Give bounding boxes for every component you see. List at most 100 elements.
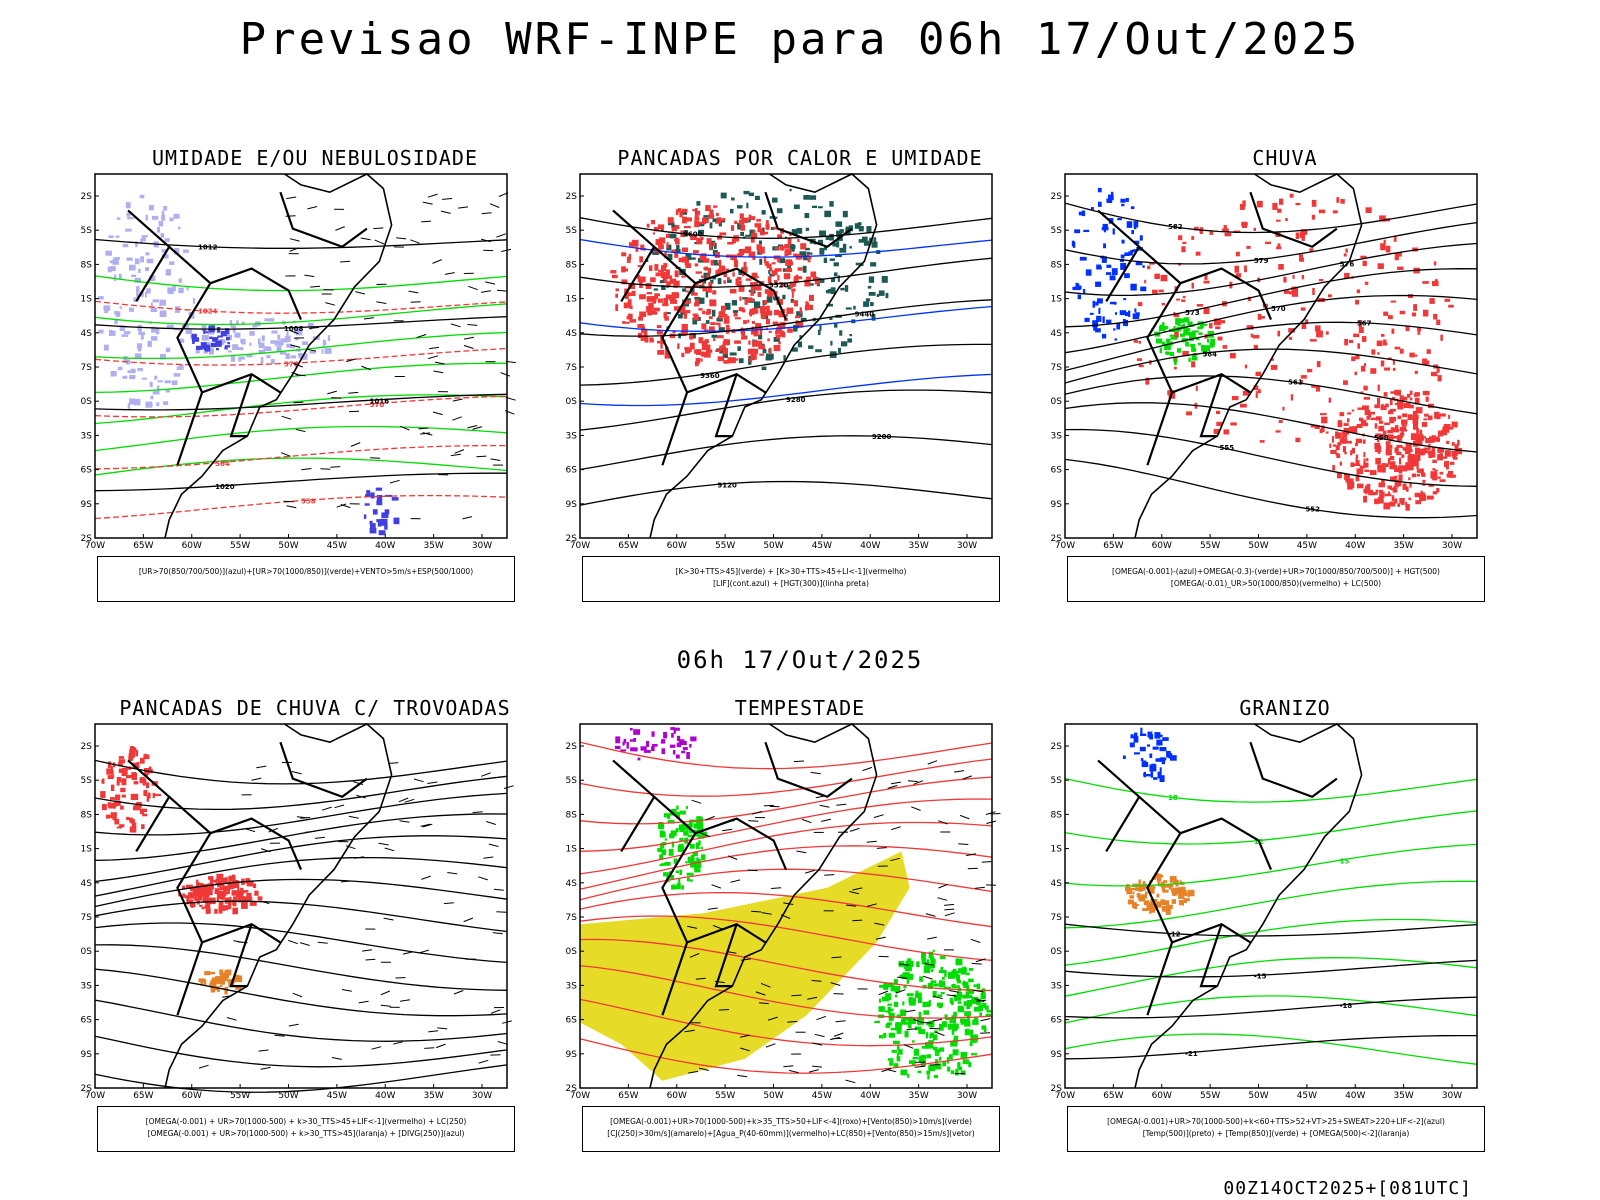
storm-area: [757, 225, 761, 233]
lat-tick-label: 21S: [565, 295, 577, 305]
humidity-area: [191, 333, 197, 340]
humidity-area: [230, 325, 237, 329]
rain-area: [1354, 371, 1357, 376]
convection-area: [703, 215, 710, 218]
low-level-jet-area: [938, 1056, 942, 1061]
streamline-arrow: [420, 823, 431, 827]
streamline-arrow: [503, 785, 514, 789]
map-pancadas-calor[interactable]: 960095209440936092809200912012S15S18S21S…: [565, 170, 1035, 570]
storm-area: [664, 346, 669, 354]
humidity-area: [249, 342, 252, 346]
wind-vector: [866, 840, 877, 843]
rain-area: [1295, 203, 1301, 206]
rain-area: [1181, 299, 1186, 302]
lon-tick-label: 30W: [472, 541, 492, 551]
rain-area: [1244, 265, 1247, 273]
lat-tick-label: 39S: [80, 1050, 92, 1060]
storm-area: [695, 271, 702, 274]
low-level-jet-area: [933, 1034, 938, 1041]
rain-area: [1208, 323, 1213, 329]
rain-area: [1134, 226, 1137, 230]
convection-area: [716, 348, 720, 351]
rain-area: [1103, 228, 1106, 233]
lat-tick-label: 33S: [80, 981, 92, 991]
storm-area: [726, 315, 730, 321]
storm-area: [777, 258, 781, 263]
humidity-area: [201, 324, 207, 332]
omega-area: [1131, 888, 1138, 891]
low-level-jet-area: [897, 1049, 903, 1055]
thickness-contour: [94, 395, 508, 418]
contour-label: 561: [1288, 378, 1303, 386]
map-umidade[interactable]: 1024576570564558101210081016102012S15S18…: [80, 170, 550, 570]
convection-area: [870, 262, 877, 267]
storm-area: [657, 340, 663, 344]
thunderstorm-area: [242, 890, 249, 893]
rain-area: [1307, 368, 1313, 373]
thunderstorm-area: [220, 972, 226, 979]
wind-contour: [94, 275, 508, 292]
thunderstorm-area: [129, 817, 133, 822]
rain-area: [1174, 313, 1180, 318]
low-level-jet-area: [958, 968, 964, 973]
streamline-arrow: [233, 940, 244, 943]
rain-area: [1409, 390, 1413, 395]
streamline-arrow: [348, 815, 359, 819]
map-trovoadas[interactable]: 12S15S18S21S24S27S30S33S36S39S42S70W65W6…: [80, 720, 550, 1120]
storm-area: [686, 300, 691, 304]
humidity-area: [295, 337, 299, 341]
convection-area: [835, 254, 842, 258]
thunderstorm-area: [212, 879, 216, 883]
rain-area: [1119, 310, 1127, 316]
thunderstorm-area: [249, 901, 257, 906]
thunderstorm-area: [142, 813, 148, 817]
storm-area: [674, 270, 679, 278]
omega-area: [1140, 897, 1144, 901]
storm-area: [655, 272, 661, 277]
convection-area: [824, 245, 828, 251]
rain-area: [1199, 323, 1204, 329]
omega-area: [1157, 878, 1160, 885]
pressure-contour: [94, 238, 508, 249]
rain-area: [1402, 483, 1407, 490]
map-granizo[interactable]: 181215-12-15-18-2112S15S18S21S24S27S30S3…: [1050, 720, 1520, 1120]
rain-area: [1355, 299, 1360, 305]
storm-area: [791, 288, 796, 292]
rain-area: [1186, 411, 1192, 416]
low-level-jet-area: [954, 985, 960, 989]
lat-tick-label: 12S: [565, 192, 577, 202]
severe-storm-area: [633, 747, 638, 752]
rain-area: [1092, 320, 1099, 328]
low-level-jet-area: [969, 1029, 974, 1037]
convection-area: [799, 251, 807, 257]
lat-tick-label: 36S: [80, 1016, 92, 1026]
convection-area: [790, 243, 795, 248]
rain-area: [1389, 416, 1397, 422]
streamline-arrow: [421, 875, 431, 880]
temp500-contour: [1064, 959, 1478, 978]
rain-area: [1116, 323, 1121, 330]
rain-area: [1455, 448, 1463, 455]
rain-area: [1359, 465, 1366, 469]
rain-area: [1381, 463, 1386, 466]
storm-area: [654, 264, 659, 271]
low-level-jet-area: [948, 1054, 953, 1060]
map-tempestade[interactable]: 12S15S18S21S24S27S30S33S36S39S42S70W65W6…: [565, 720, 1035, 1120]
map-chuva[interactable]: 58257957657357056756456155855555212S15S1…: [1050, 170, 1520, 570]
storm-area: [800, 243, 807, 250]
storm-area: [796, 276, 803, 280]
convection-area: [804, 247, 810, 251]
humidity-area: [144, 291, 147, 298]
border-line: [764, 191, 853, 249]
storm-area: [776, 298, 783, 305]
low-level-jet-area: [689, 879, 693, 882]
rain-area: [1374, 498, 1380, 505]
thunderstorm-area: [143, 789, 148, 796]
legend-line-1: [UR>70(850/700/500)](azul)+[UR>70(1000/8…: [138, 567, 474, 576]
rain-area: [1355, 474, 1360, 482]
wind-vector: [688, 1070, 699, 1074]
thunderstorm-area: [111, 802, 118, 805]
storm-area: [689, 333, 693, 340]
storm-area: [686, 290, 689, 293]
omega-area: [1127, 899, 1134, 905]
